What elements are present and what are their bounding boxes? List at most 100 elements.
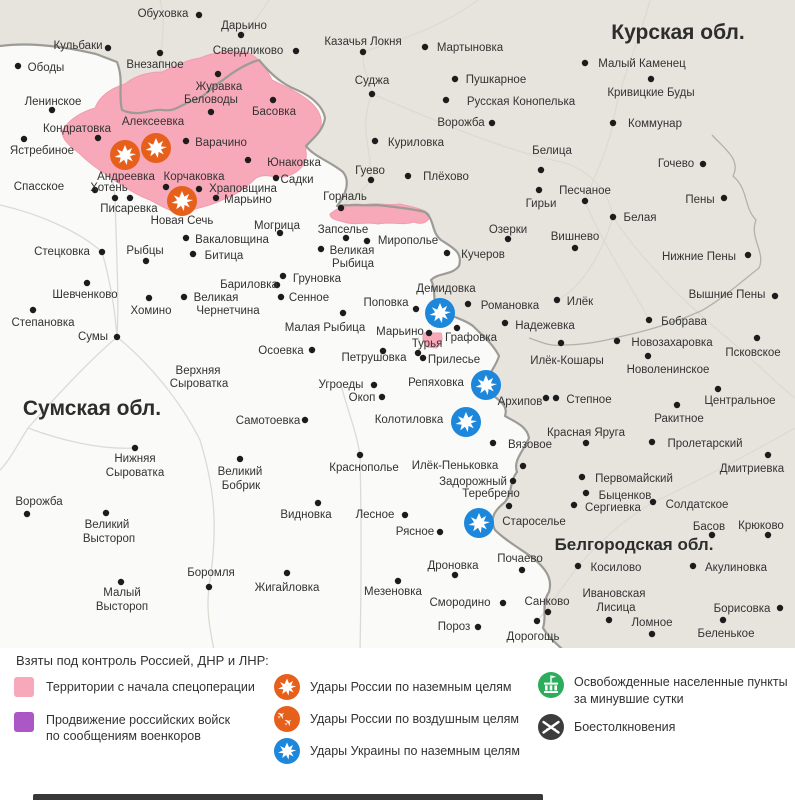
legend-advance-item: Продвижение российских войск по сообщени… xyxy=(14,712,230,744)
town-label: Сыроватка xyxy=(170,378,229,390)
town-label: Казачья Локня xyxy=(324,36,401,48)
ukrainian-strike-icon xyxy=(451,407,481,437)
town-label: Гочево xyxy=(658,158,694,170)
town-dot xyxy=(189,250,197,258)
road-line xyxy=(371,93,614,218)
town-label: Садки xyxy=(281,174,314,186)
town-label: Кучеров xyxy=(461,249,505,261)
town-dot xyxy=(371,137,379,145)
town-dot xyxy=(553,296,561,304)
town-dot xyxy=(570,501,578,509)
town-label: Жигайловка xyxy=(255,582,320,594)
ru-ground-strike-icon xyxy=(274,674,300,700)
town-dot xyxy=(367,176,375,184)
town-dot xyxy=(544,608,552,616)
town-label: Ломное xyxy=(632,617,673,629)
town-label: Сыроватка xyxy=(106,467,165,479)
town-label: Шевченково xyxy=(52,289,117,301)
town-label: Архипов xyxy=(498,396,543,408)
legend-ru-ground-item: Удары России по наземным целям xyxy=(274,674,512,700)
town-label: Коммунар xyxy=(628,118,682,130)
town-dot xyxy=(414,349,422,357)
town-label: Мартыновка xyxy=(437,42,504,54)
town-dot xyxy=(719,616,727,624)
town-label: Графовка xyxy=(445,332,498,344)
town-label: Поповка xyxy=(363,297,409,309)
town-dot xyxy=(368,90,376,98)
town-label: Дроновка xyxy=(427,560,479,572)
town-label: Задорожный xyxy=(439,476,507,488)
town-label: Вышние Пены xyxy=(689,289,766,301)
town-label: Угроеды xyxy=(319,379,364,391)
town-label: Пены xyxy=(685,194,714,206)
advance-label: Продвижение российских войск по сообщени… xyxy=(46,713,231,743)
road-line xyxy=(340,384,362,650)
town-dot xyxy=(126,194,134,202)
town-label: Алексеевка xyxy=(122,116,185,128)
town-label: Беловоды xyxy=(184,94,238,106)
town-label: Почаево xyxy=(497,553,543,565)
town-label: Турья xyxy=(412,338,443,350)
town-label: Бобрава xyxy=(661,316,707,328)
town-dot xyxy=(337,204,345,212)
town-label: Самотоевка xyxy=(236,415,301,427)
legend-liberated-item: Освобожденные населенные пункты за минув… xyxy=(538,672,788,708)
town-label: Илёк-Пеньковка xyxy=(412,460,499,472)
town-dot xyxy=(91,186,99,194)
town-dot xyxy=(207,108,215,116)
town-dot xyxy=(609,213,617,221)
town-dot xyxy=(542,394,550,402)
town-label: Великий xyxy=(85,519,130,531)
town-dot xyxy=(370,381,378,389)
town-dot xyxy=(474,623,482,631)
town-dot xyxy=(453,324,461,332)
town-dot xyxy=(212,194,220,202)
town-dot xyxy=(648,630,656,638)
town-dot xyxy=(113,333,121,341)
town-label: Хомино xyxy=(130,305,171,317)
town-label: Бариловка xyxy=(220,279,278,291)
ru-air-strike-label: Удары России по воздушным целям xyxy=(310,712,519,726)
ukrainian-strike-icon xyxy=(425,298,455,328)
town-label: Великая xyxy=(330,245,375,257)
town-label: Сенное xyxy=(289,292,329,304)
territory-label: Территории с начала спецоперации xyxy=(46,680,255,694)
town-dot xyxy=(605,616,613,624)
town-dot xyxy=(102,509,110,517)
town-label: Горналь xyxy=(323,191,367,203)
town-dot xyxy=(277,293,285,301)
road-line xyxy=(556,216,614,301)
town-label: Романовка xyxy=(481,300,540,312)
town-dot xyxy=(412,305,420,313)
town-dot xyxy=(23,510,31,518)
ukrainian-strike-icon xyxy=(464,508,494,538)
town-dot xyxy=(394,577,402,585)
town-label: Юнаковка xyxy=(267,157,321,169)
legend: Взяты под контроль Россией, ДНР и ЛНР: Т… xyxy=(0,648,795,800)
town-dot xyxy=(708,531,716,539)
town-label: Журавка xyxy=(196,81,243,93)
town-label: Борисовка xyxy=(714,603,771,615)
town-label: Гуево xyxy=(355,165,385,177)
clashes-icon xyxy=(538,714,564,740)
town-dot xyxy=(771,292,779,300)
town-dot xyxy=(14,62,22,70)
town-dot xyxy=(451,571,459,579)
town-dot xyxy=(156,49,164,57)
town-dot xyxy=(379,347,387,355)
town-dot xyxy=(292,47,300,55)
town-dot xyxy=(504,235,512,243)
road-line xyxy=(362,0,479,95)
town-label: Выстороп xyxy=(96,601,148,613)
town-label: Великая xyxy=(194,292,239,304)
town-label: Пороз xyxy=(438,621,471,633)
town-dot xyxy=(451,75,459,83)
town-dot xyxy=(142,257,150,265)
town-label: Ленинское xyxy=(25,96,82,108)
map-graphic: Обуховка Дарьино Свердликово Кульбаки Внезап… xyxy=(0,0,795,650)
town-dot xyxy=(117,578,125,586)
town-dot xyxy=(301,416,309,424)
controlled-territory-area xyxy=(422,332,443,349)
liberated-label: Освобожденные населенные пункты за минув… xyxy=(574,675,788,706)
town-label: Малый Каменец xyxy=(598,58,686,70)
